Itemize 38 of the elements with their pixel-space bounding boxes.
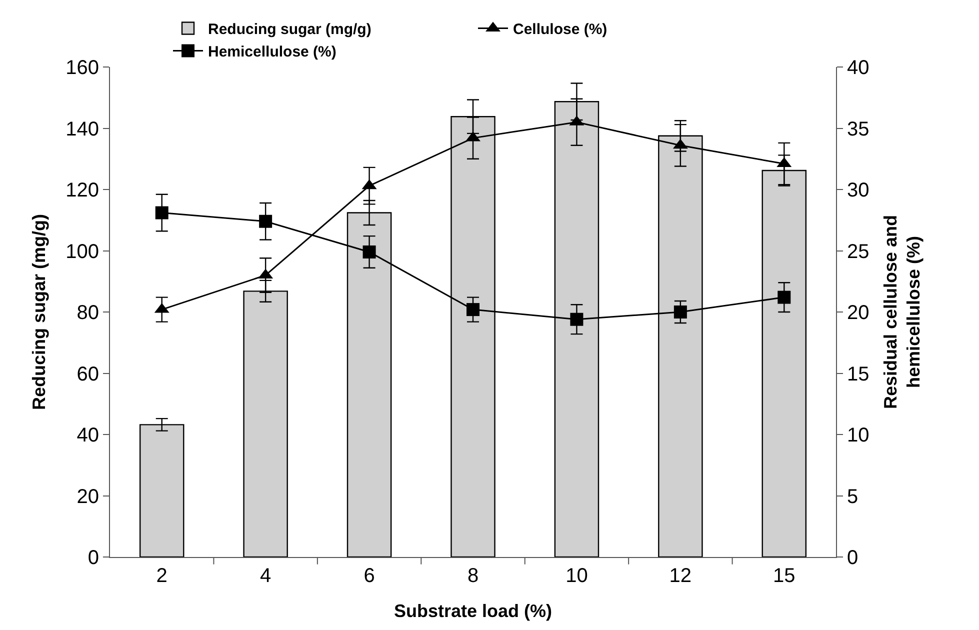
point — [570, 312, 584, 326]
y2-tick-label: 30 — [847, 180, 870, 202]
x-tick-label: 8 — [467, 565, 479, 587]
point — [259, 214, 272, 228]
x-tick-label: 4 — [260, 565, 272, 587]
y2-tick-label: 35 — [847, 118, 870, 140]
point — [778, 290, 791, 304]
y2-tick-label: 25 — [847, 240, 870, 263]
legend-label: Cellulose (%) — [513, 21, 608, 38]
point — [362, 245, 376, 258]
point — [466, 303, 480, 316]
y-tick-label: 0 — [88, 547, 99, 569]
y2-tick-label: 40 — [847, 57, 870, 79]
y-tick-label: 160 — [66, 57, 99, 79]
point — [155, 206, 168, 220]
y-tick-label: 20 — [76, 486, 99, 508]
y-tick-label: 80 — [76, 302, 99, 324]
y-tick-label: 120 — [66, 180, 99, 202]
x-tick-label: 12 — [669, 565, 692, 587]
x-tick-label: 10 — [566, 565, 588, 587]
x-tick-label: 6 — [364, 565, 375, 587]
x-axis-title: Substrate load (%) — [394, 601, 552, 622]
y2-axis-title: Residual cellulose and hemicellulose (%) — [880, 214, 924, 410]
y2-tick-label: 0 — [847, 547, 858, 569]
x-tick-label: 2 — [156, 565, 168, 587]
y-tick-label: 40 — [76, 424, 99, 446]
legend-label: Hemicellulose (%) — [208, 44, 336, 61]
legend-label: Reducing sugar (mg/g) — [208, 21, 372, 38]
y2-tick-label: 5 — [847, 486, 858, 508]
y2-tick-label: 15 — [847, 363, 870, 386]
y-tick-label: 140 — [66, 118, 99, 140]
y-tick-label: 60 — [76, 363, 99, 386]
point — [674, 306, 687, 318]
y2-tick-label: 20 — [847, 302, 870, 324]
x-tick-label: 15 — [773, 565, 796, 587]
y2-tick-label: 10 — [847, 424, 870, 446]
y-tick-label: 100 — [66, 240, 99, 263]
y-axis-title: Reducing sugar (mg/g) — [28, 214, 49, 410]
